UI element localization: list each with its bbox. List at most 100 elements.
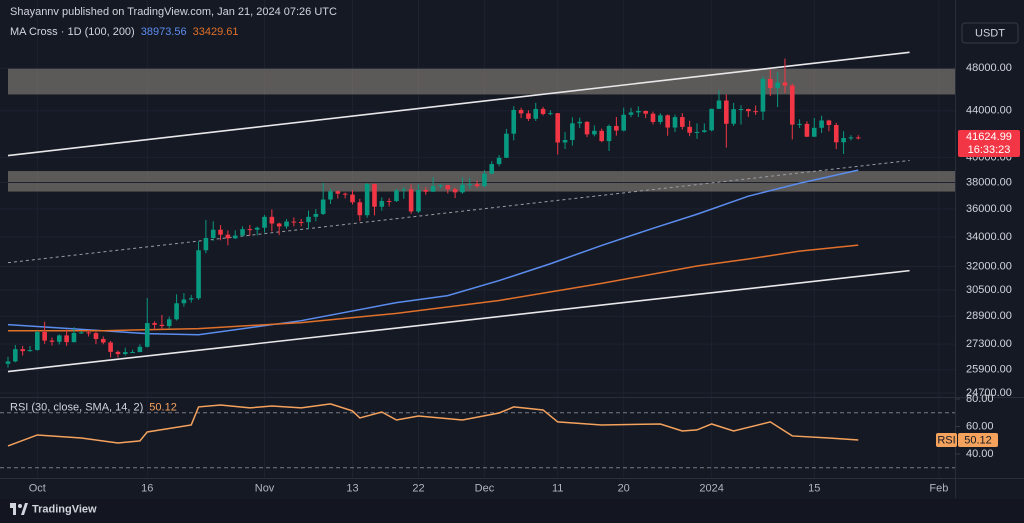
candle-body	[284, 221, 289, 227]
footer	[0, 499, 1024, 523]
candle-body	[416, 190, 421, 212]
x-tick-label: 22	[412, 482, 424, 494]
candle-body	[716, 100, 722, 109]
candle-body	[665, 115, 670, 128]
candle-body	[262, 216, 267, 228]
candle-body	[408, 189, 414, 212]
candle-body	[848, 137, 854, 139]
currency[interactable]: USDT	[975, 27, 1005, 39]
candle-body	[291, 221, 297, 223]
candle-body	[5, 361, 11, 364]
candle-body	[159, 324, 165, 327]
candle-body	[555, 113, 561, 143]
candle-body	[826, 120, 832, 126]
candle-body	[445, 185, 451, 190]
candle-body	[64, 335, 69, 343]
candle-body	[643, 110, 648, 114]
rsi-side-box	[936, 433, 957, 448]
candle-body	[188, 298, 194, 300]
candle-body	[452, 189, 458, 193]
x-tick-label: Nov	[255, 482, 275, 494]
logo-part	[18, 504, 22, 508]
candle-body	[181, 299, 187, 304]
x-tick-label: 16	[141, 482, 153, 494]
candle-body	[548, 113, 553, 115]
rsi-line	[7, 403, 859, 447]
candle-body	[232, 235, 238, 239]
candle-body	[811, 127, 817, 137]
candle-body	[570, 123, 575, 141]
candle-body	[254, 227, 260, 230]
candle-body	[694, 131, 700, 133]
candle-body	[782, 82, 788, 86]
candle-body	[745, 109, 751, 112]
y-tick-label: 40.00	[966, 448, 994, 460]
candle-body	[833, 125, 839, 143]
x-tick-label: Feb	[929, 482, 948, 494]
candle-body	[658, 115, 663, 122]
candle-body	[592, 130, 597, 135]
candle-body	[86, 332, 91, 334]
candle-body	[137, 346, 143, 353]
candle-body	[27, 350, 33, 352]
y-tick-label: 25900.00	[966, 364, 1012, 376]
candle-body	[430, 186, 436, 192]
brand: TradingView	[32, 503, 97, 515]
candle-body	[320, 199, 326, 214]
y-tick-label: 28900.00	[966, 310, 1012, 322]
rsi-legend-value: 50.12	[149, 401, 177, 413]
candle-body	[144, 323, 150, 347]
x-tick-label: Dec	[475, 482, 495, 494]
candle-body	[562, 140, 568, 143]
candle-body	[423, 190, 429, 192]
candle-body	[269, 216, 275, 224]
rsi-legend-label: RSI (30, close, SMA, 14, 2)	[10, 401, 143, 413]
candle-body	[460, 184, 465, 193]
rsi-pane	[0, 403, 955, 469]
candle-body	[210, 229, 216, 238]
legend-value: 33429.61	[193, 26, 239, 38]
brand-logo	[10, 503, 28, 515]
candle-body	[71, 332, 77, 343]
candle-body	[496, 157, 502, 165]
x-tick-label: 20	[618, 482, 630, 494]
candle-body	[49, 340, 55, 342]
overlay: Shayannv published on TradingView.com, J…	[10, 6, 1020, 515]
candle-body	[672, 117, 678, 128]
candle-body	[240, 229, 245, 236]
x-tick-label: 13	[346, 482, 358, 494]
trendline	[7, 159, 910, 264]
legend-value: 38973.56	[141, 26, 187, 38]
candle-body	[342, 193, 348, 195]
candle-body	[225, 234, 231, 239]
y-tick-label: 36000.00	[966, 203, 1012, 215]
last-price: 41624.99	[966, 131, 1012, 143]
candle-body	[504, 133, 509, 158]
candle-body	[731, 109, 736, 124]
logo-part	[13, 503, 16, 515]
rsi-value-box	[958, 433, 998, 448]
countdown: 16:33:23	[968, 144, 1011, 156]
candle-body	[130, 352, 135, 354]
candle-body	[247, 229, 253, 231]
candle-body	[760, 78, 766, 112]
price-pane	[0, 51, 955, 394]
candle-body	[482, 173, 487, 187]
candle-body	[533, 108, 539, 119]
candle-body	[709, 108, 714, 131]
candle-body	[20, 349, 25, 352]
rsi-value: 50.12	[964, 434, 992, 446]
candle-body	[797, 123, 802, 125]
y-tick-label: 80.00	[966, 393, 994, 405]
x-tick-label: 15	[808, 482, 820, 494]
zone	[7, 171, 955, 192]
y-tick-label: 44000.00	[966, 105, 1012, 117]
candle-body	[518, 109, 524, 114]
moving-average	[7, 244, 859, 332]
candle-body	[738, 109, 744, 111]
currency-box[interactable]	[961, 22, 1019, 44]
candle-body	[379, 200, 385, 207]
